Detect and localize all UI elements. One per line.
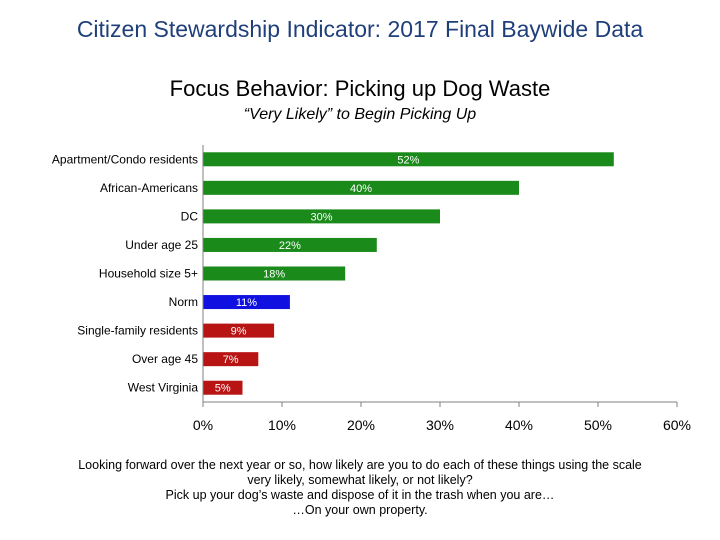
data-label-5: 11% xyxy=(236,297,257,309)
bar-5 xyxy=(203,295,290,310)
bar-1 xyxy=(203,180,519,195)
x-tick-label-6: 60% xyxy=(663,417,691,433)
bar-7 xyxy=(203,352,259,367)
category-label-3: Under age 25 xyxy=(125,238,198,252)
category-label-2: DC xyxy=(181,209,199,223)
bar-0 xyxy=(203,152,614,167)
chart-subtitle: “Very Likely” to Begin Picking Up xyxy=(243,106,477,123)
footnote-line-3: Pick up your dog’s waste and dispose of … xyxy=(165,488,555,502)
bar-6 xyxy=(203,323,275,338)
slide-title: Citizen Stewardship Indicator: 2017 Fina… xyxy=(76,16,644,42)
category-label-0: Apartment/Condo residents xyxy=(52,152,198,166)
bar-3 xyxy=(203,237,377,252)
footnote-line-2: very likely, somewhat likely, or not lik… xyxy=(247,473,473,487)
x-tick-label-1: 10% xyxy=(268,417,296,433)
x-tick-label-3: 30% xyxy=(426,417,454,433)
footnote-line-1: Looking forward over the next year or so… xyxy=(78,458,642,472)
category-label-8: West Virginia xyxy=(128,381,199,395)
footnote-line-4: …On your own property. xyxy=(292,503,428,517)
data-label-0: 52% xyxy=(397,154,419,166)
category-label-5: Norm xyxy=(169,295,198,309)
bar-chart: Apartment/Condo residents 52% African-Amer… xyxy=(52,145,691,433)
data-label-6: 9% xyxy=(231,326,247,338)
footnote: Looking forward over the next year or so… xyxy=(10,458,710,518)
x-tick-label-2: 20% xyxy=(347,417,375,433)
data-label-4: 18% xyxy=(263,269,285,281)
bar-4 xyxy=(203,266,346,281)
category-label-1: African-Americans xyxy=(100,181,198,195)
category-label-7: Over age 45 xyxy=(132,352,198,366)
data-label-1: 40% xyxy=(350,183,372,195)
bar-2 xyxy=(203,209,440,224)
x-tick-label-5: 50% xyxy=(584,417,612,433)
chart-title: Focus Behavior: Picking up Dog Waste xyxy=(169,76,551,101)
category-label-4: Household size 5+ xyxy=(99,267,198,281)
data-label-7: 7% xyxy=(223,354,239,366)
data-label-2: 30% xyxy=(310,211,332,223)
x-tick-label-0: 0% xyxy=(193,417,213,433)
bar-8 xyxy=(203,380,243,395)
category-label-6: Single-family residents xyxy=(77,324,198,338)
x-tick-label-4: 40% xyxy=(505,417,533,433)
data-label-3: 22% xyxy=(279,240,301,252)
data-label-8: 5% xyxy=(215,383,231,395)
